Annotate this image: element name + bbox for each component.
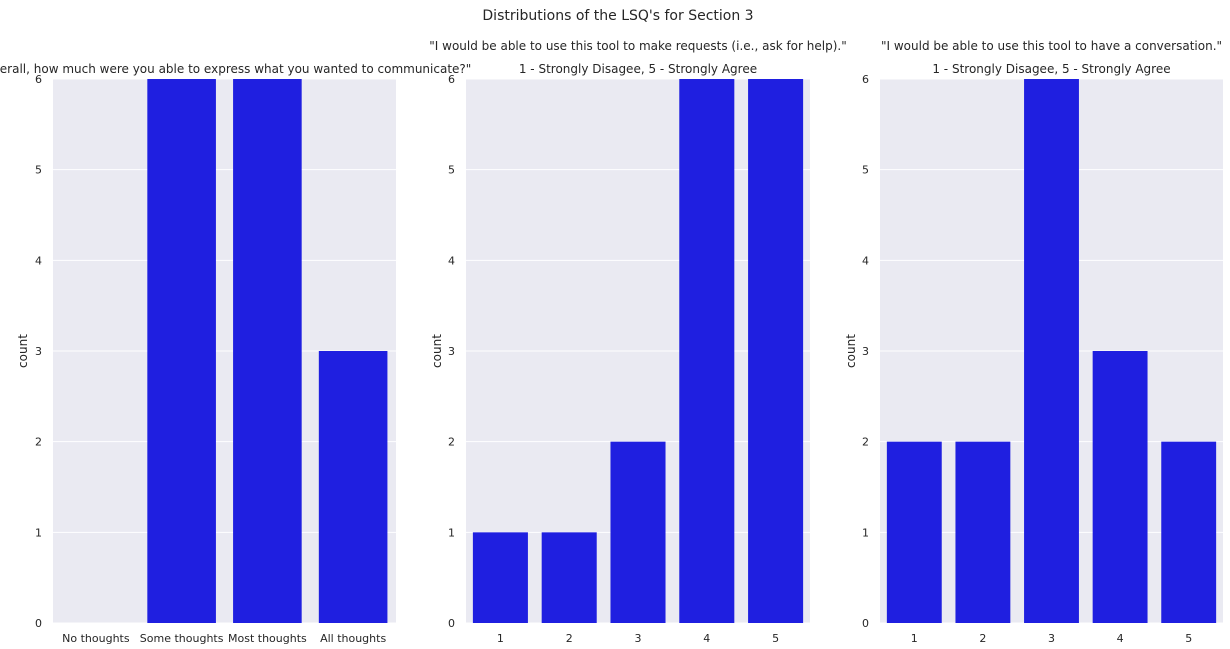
y-tick-label: 2 bbox=[35, 436, 42, 449]
x-tick-label: 2 bbox=[566, 632, 573, 645]
bar bbox=[541, 532, 597, 623]
y-tick-label: 4 bbox=[862, 254, 869, 267]
chart-panel-1: 0 1 2 3 4 5 6 No thoughts Some thoughts Most thou… bbox=[0, 62, 471, 645]
x-tick-label: No thoughts bbox=[62, 632, 130, 645]
chart-title: "Overall, how much were you able to expr… bbox=[0, 62, 471, 76]
chart-subtitle: 1 - Strongly Disagee, 5 - Strongly Agree bbox=[932, 62, 1170, 76]
bar bbox=[886, 441, 942, 623]
bar bbox=[233, 79, 302, 623]
y-axis-label: count bbox=[430, 334, 444, 368]
chart-title: "I would be able to use this tool to mak… bbox=[429, 39, 846, 53]
bar bbox=[1024, 79, 1079, 623]
y-tick-label: 0 bbox=[448, 617, 455, 630]
y-tick-label: 5 bbox=[862, 164, 869, 177]
y-tick-label: 1 bbox=[35, 526, 42, 539]
x-tick-label: 4 bbox=[703, 632, 710, 645]
figure-title: Distributions of the LSQ's for Section 3 bbox=[482, 8, 753, 24]
chart-panel-2: 0 1 2 3 4 5 6 1 2 3 4 5 "I would be able to use this… bbox=[429, 39, 846, 645]
chart-panel-3: 0 1 2 3 4 5 6 1 2 3 4 5 "I would be able to use this… bbox=[844, 39, 1223, 645]
x-tick-label: All thoughts bbox=[320, 632, 386, 645]
y-tick-label: 1 bbox=[862, 526, 869, 539]
y-tick-label: 4 bbox=[35, 254, 42, 267]
bar bbox=[147, 79, 216, 623]
y-tick-label: 3 bbox=[448, 345, 455, 358]
x-tick-label: Most thoughts bbox=[228, 632, 307, 645]
bar bbox=[955, 441, 1011, 623]
x-tick-label: Some thoughts bbox=[140, 632, 224, 645]
x-tick-label: 5 bbox=[1185, 632, 1192, 645]
x-tick-label: 5 bbox=[772, 632, 779, 645]
y-tick-label: 3 bbox=[862, 345, 869, 358]
bar bbox=[1092, 351, 1148, 623]
y-tick-label: 3 bbox=[35, 345, 42, 358]
bar bbox=[748, 79, 804, 623]
bar bbox=[318, 351, 388, 623]
y-tick-label: 2 bbox=[448, 436, 455, 449]
y-axis-label: count bbox=[844, 334, 858, 368]
x-tick-label: 1 bbox=[497, 632, 504, 645]
x-tick-label: 1 bbox=[911, 632, 918, 645]
y-tick-label: 6 bbox=[448, 73, 455, 86]
y-tick-label: 5 bbox=[35, 164, 42, 177]
chart-title: "I would be able to use this tool to hav… bbox=[881, 39, 1222, 53]
bar bbox=[679, 79, 735, 623]
x-tick-label: 3 bbox=[635, 632, 642, 645]
y-tick-label: 6 bbox=[35, 73, 42, 86]
y-axis-label: count bbox=[16, 334, 30, 368]
y-tick-label: 4 bbox=[448, 254, 455, 267]
chart-subtitle: 1 - Strongly Disagee, 5 - Strongly Agree bbox=[519, 62, 757, 76]
x-tick-label: 4 bbox=[1117, 632, 1124, 645]
y-tick-label: 2 bbox=[862, 436, 869, 449]
x-tick-label: 3 bbox=[1048, 632, 1055, 645]
y-tick-label: 0 bbox=[862, 617, 869, 630]
x-tick-label: 2 bbox=[979, 632, 986, 645]
bar bbox=[1161, 441, 1217, 623]
bar bbox=[610, 441, 666, 623]
y-tick-label: 0 bbox=[35, 617, 42, 630]
y-tick-label: 6 bbox=[862, 73, 869, 86]
y-tick-label: 1 bbox=[448, 526, 455, 539]
y-tick-label: 5 bbox=[448, 164, 455, 177]
bar bbox=[472, 532, 528, 623]
